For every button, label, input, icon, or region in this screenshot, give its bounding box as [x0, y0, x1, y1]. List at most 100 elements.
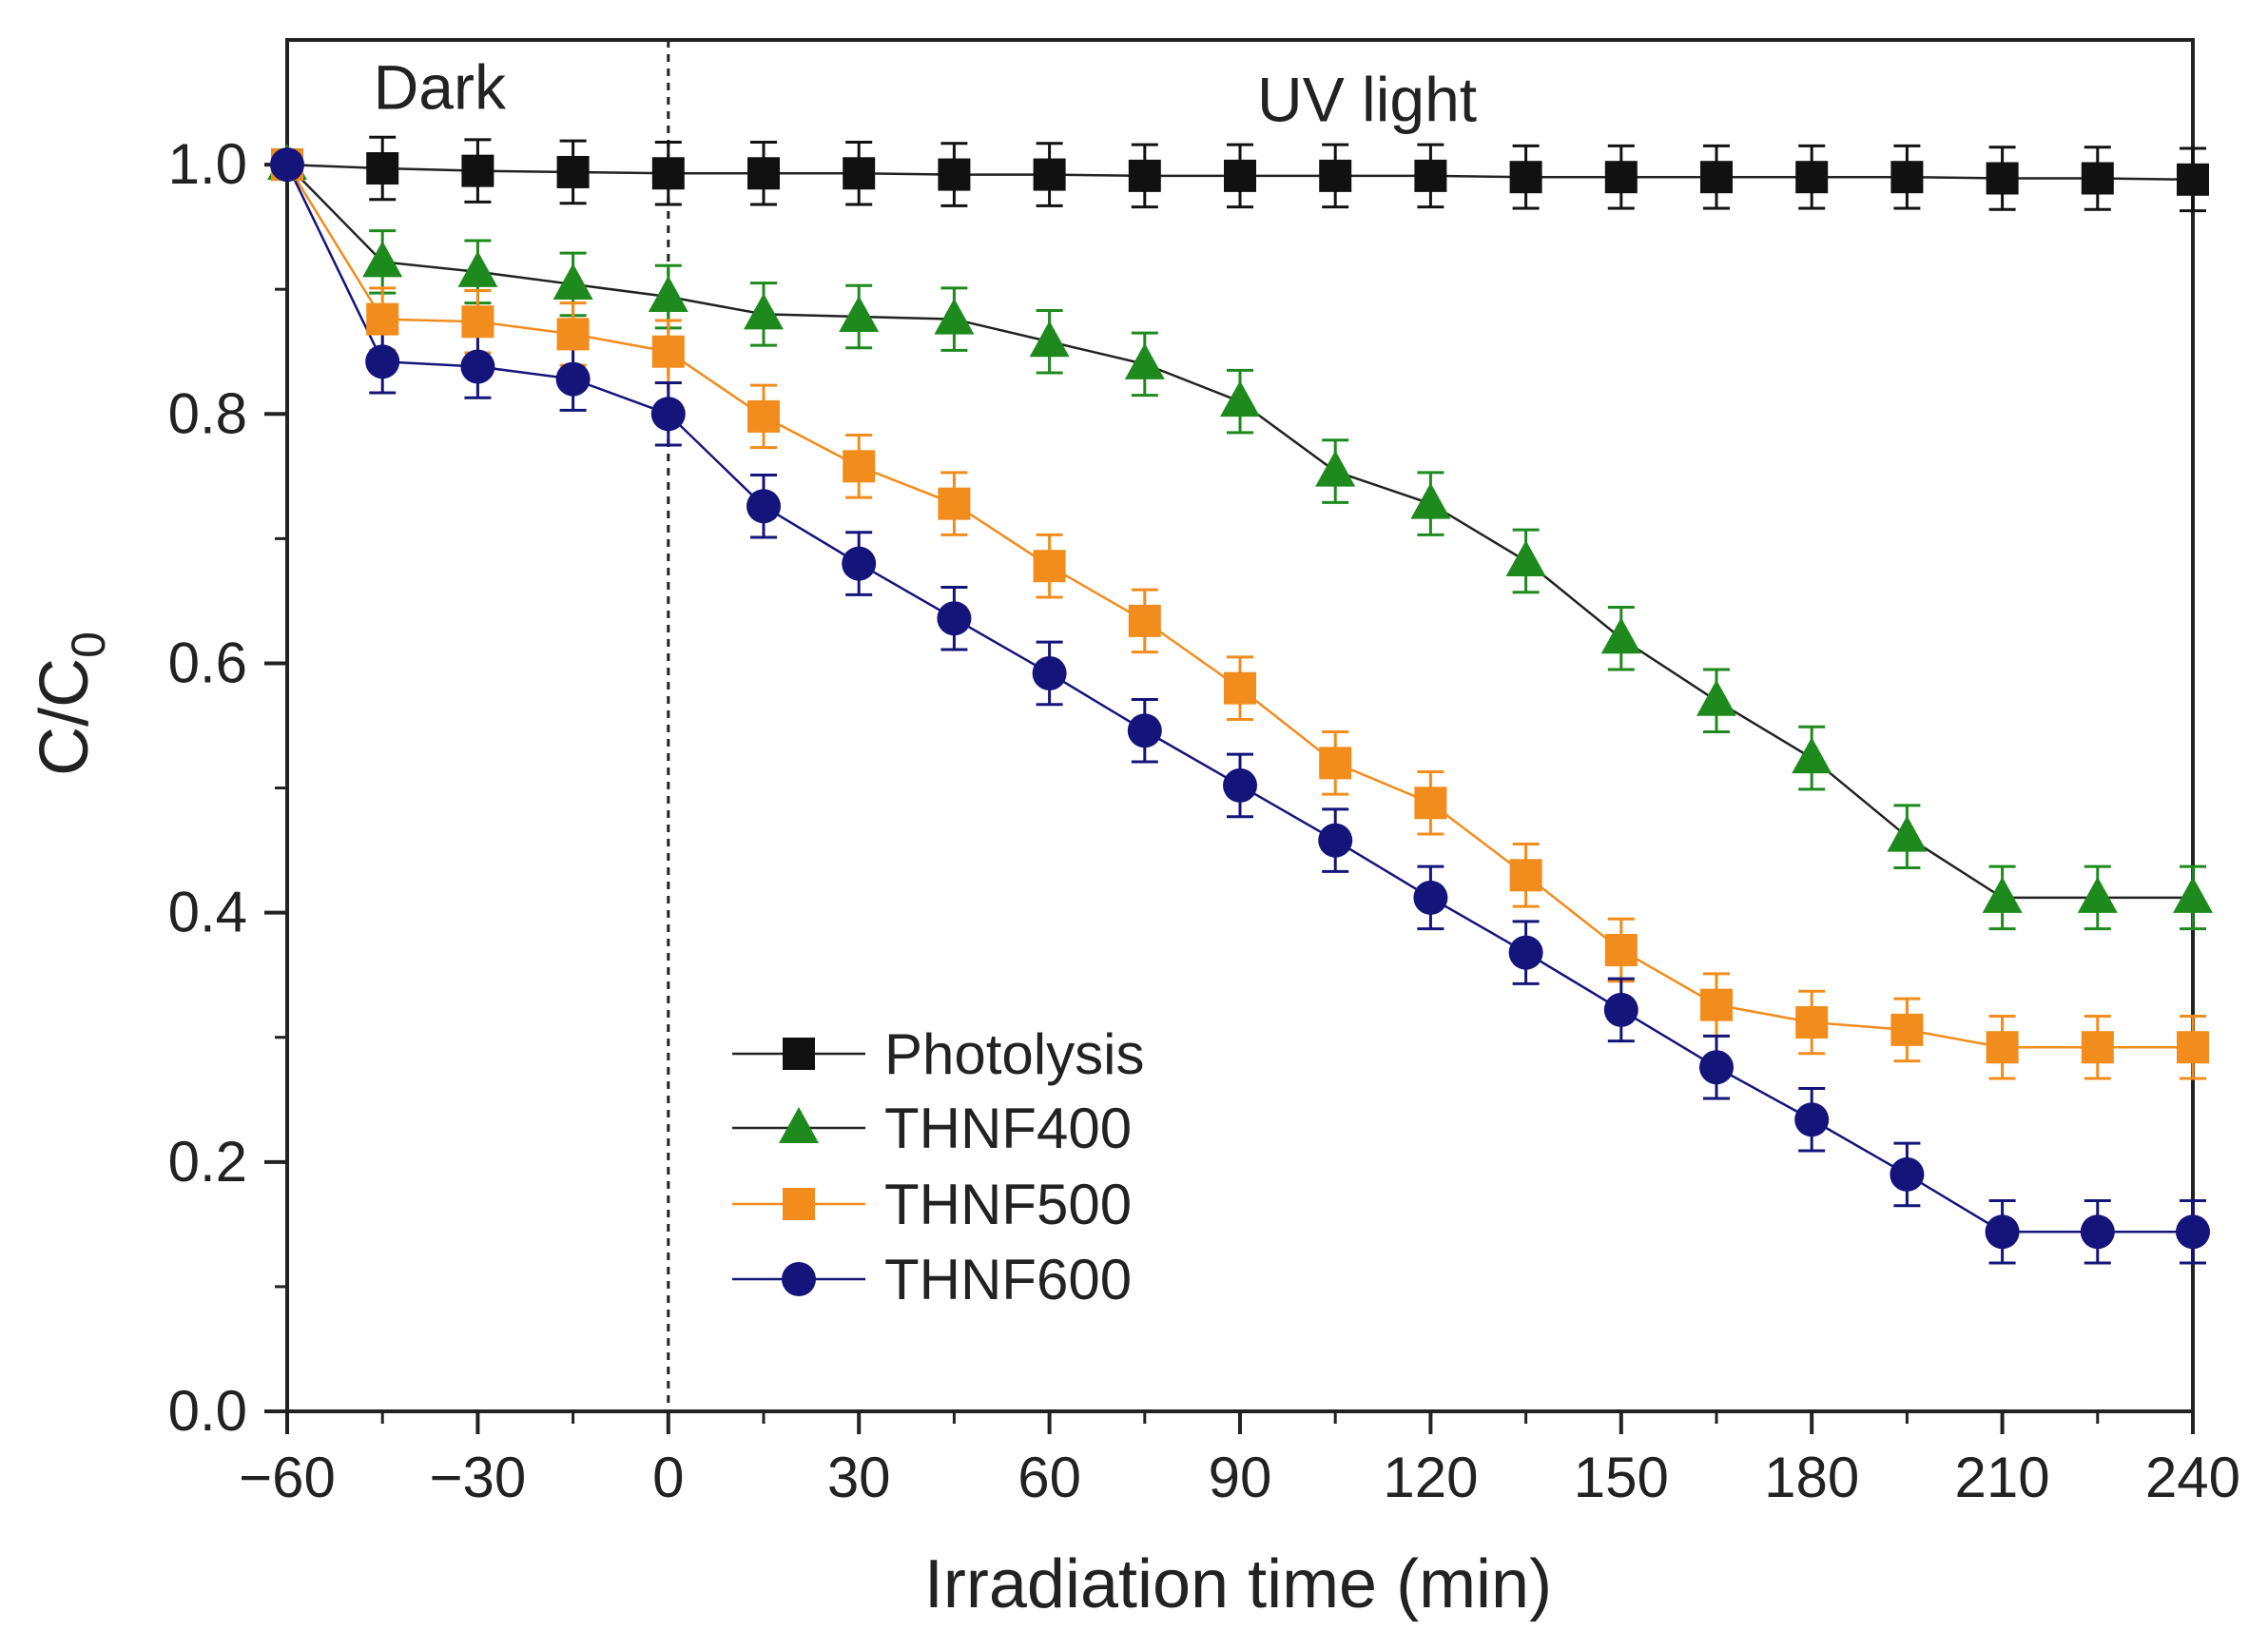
x-tick-label: 60 [1018, 1446, 1081, 1509]
x-tick-label: 0 [652, 1446, 684, 1509]
x-tick-label: 210 [1955, 1446, 2050, 1509]
data-point-photolysis [461, 154, 494, 187]
x-tick-label: 120 [1383, 1446, 1478, 1509]
y-tick-label: 0.0 [168, 1379, 247, 1443]
data-point-photolysis [843, 157, 876, 190]
data-point-thnf400 [1887, 815, 1928, 852]
data-point-thnf400 [1124, 342, 1165, 379]
ticks-layer: −60 −30 0 30 60 90 120 150 180 210 240 0.0 0.2 0.4 0.6… [168, 132, 2240, 1509]
data-point-photolysis [556, 155, 590, 188]
y-tick-label: 0.2 [168, 1130, 247, 1194]
data-point-photolysis [2081, 162, 2114, 195]
data-point-thnf400 [934, 298, 975, 335]
data-point-thnf500 [2177, 1031, 2209, 1064]
data-point-thnf400 [1410, 482, 1451, 519]
data-point-thnf500 [461, 305, 494, 339]
data-point-thnf500 [1033, 550, 1066, 583]
data-point-thnf400 [457, 250, 498, 287]
data-point-thnf400 [744, 293, 784, 330]
data-point-thnf400 [1220, 380, 1260, 418]
data-point-thnf400 [1600, 617, 1641, 654]
data-point-thnf500 [1890, 1013, 1924, 1046]
data-point-thnf600 [2176, 1214, 2210, 1250]
y-axis-title: C/C0 [27, 631, 115, 776]
y-axis-title-main: C/C [27, 658, 103, 776]
data-point-photolysis [1319, 159, 1352, 192]
x-tick-label: 240 [2145, 1446, 2240, 1509]
data-point-photolysis [1890, 161, 1924, 194]
x-tick-label: 30 [827, 1446, 891, 1509]
data-point-thnf600 [270, 147, 304, 183]
data-point-thnf400 [1982, 876, 2023, 913]
data-point-photolysis [1033, 158, 1066, 191]
data-point-thnf400 [1029, 320, 1070, 358]
markers-layer [267, 144, 2213, 1250]
legend-marker-photolysis [783, 1038, 815, 1070]
legend-label-thnf400: THNF400 [884, 1097, 1132, 1160]
data-point-thnf500 [651, 335, 685, 368]
data-point-thnf600 [650, 397, 686, 432]
data-point-thnf600 [1699, 1050, 1734, 1085]
data-point-photolysis [747, 157, 780, 190]
data-point-photolysis [651, 157, 685, 190]
y-tick-label: 1.0 [168, 132, 247, 196]
data-point-thnf400 [2173, 876, 2213, 913]
data-point-photolysis [1224, 159, 1256, 192]
legend-marker-thnf400 [779, 1107, 819, 1143]
x-tick-label: −60 [239, 1446, 336, 1509]
data-point-thnf600 [1890, 1156, 1925, 1192]
data-point-photolysis [1604, 161, 1638, 194]
annotations-layer: Dark UV light [374, 51, 1478, 134]
data-point-thnf500 [1414, 787, 1447, 820]
x-tick-label: 150 [1574, 1446, 1669, 1509]
data-point-thnf400 [362, 241, 403, 278]
legend-marker-thnf600 [782, 1262, 816, 1296]
y-tick-label: 0.8 [168, 381, 247, 445]
data-point-thnf600 [937, 601, 972, 636]
data-point-thnf600 [365, 344, 400, 379]
data-point-photolysis [1509, 161, 1542, 194]
data-point-thnf400 [1696, 679, 1736, 716]
data-point-photolysis [1795, 161, 1829, 194]
data-point-thnf600 [1032, 655, 1067, 690]
data-point-photolysis [1986, 162, 2019, 195]
data-point-thnf400 [552, 262, 593, 300]
data-point-thnf400 [1315, 450, 1356, 487]
data-point-thnf500 [1509, 859, 1542, 892]
y-tick-label: 0.6 [168, 631, 247, 694]
legend-label-photolysis: Photolysis [884, 1022, 1144, 1086]
x-tick-label: −30 [430, 1446, 527, 1509]
data-point-thnf500 [1700, 988, 1733, 1021]
errorbars-layer [369, 135, 2206, 1265]
data-point-thnf600 [460, 349, 495, 384]
data-point-thnf400 [2077, 876, 2118, 913]
data-point-thnf600 [842, 546, 877, 581]
data-point-thnf600 [1508, 935, 1543, 970]
data-point-thnf400 [1505, 539, 1546, 576]
legend-layer: Photolysis THNF400 THNF500 THNF600 [732, 1022, 1144, 1311]
data-point-thnf400 [1792, 737, 1832, 774]
data-point-thnf500 [1224, 671, 1256, 705]
data-point-thnf600 [1794, 1102, 1830, 1137]
data-point-thnf500 [1986, 1031, 2019, 1064]
data-point-photolysis [1128, 159, 1161, 192]
y-tick-label: 0.4 [168, 881, 247, 944]
dark-region-label: Dark [374, 51, 507, 122]
data-point-thnf400 [839, 296, 880, 333]
data-point-photolysis [2177, 163, 2209, 196]
data-point-thnf600 [1603, 992, 1638, 1027]
y-axis-title-subscript: 0 [62, 631, 115, 658]
data-point-thnf600 [1985, 1214, 2020, 1250]
data-point-photolysis [938, 158, 971, 191]
data-point-thnf600 [746, 489, 781, 524]
legend-marker-thnf500 [783, 1188, 815, 1220]
data-point-thnf500 [1604, 933, 1638, 966]
data-point-thnf600 [1127, 713, 1162, 748]
data-point-thnf500 [1795, 1005, 1829, 1039]
data-point-photolysis [1700, 161, 1733, 194]
data-point-thnf500 [1319, 747, 1352, 780]
data-point-thnf600 [1318, 823, 1353, 858]
legend-label-thnf500: THNF500 [884, 1173, 1132, 1236]
data-point-thnf600 [555, 361, 591, 397]
data-point-thnf400 [648, 276, 688, 313]
